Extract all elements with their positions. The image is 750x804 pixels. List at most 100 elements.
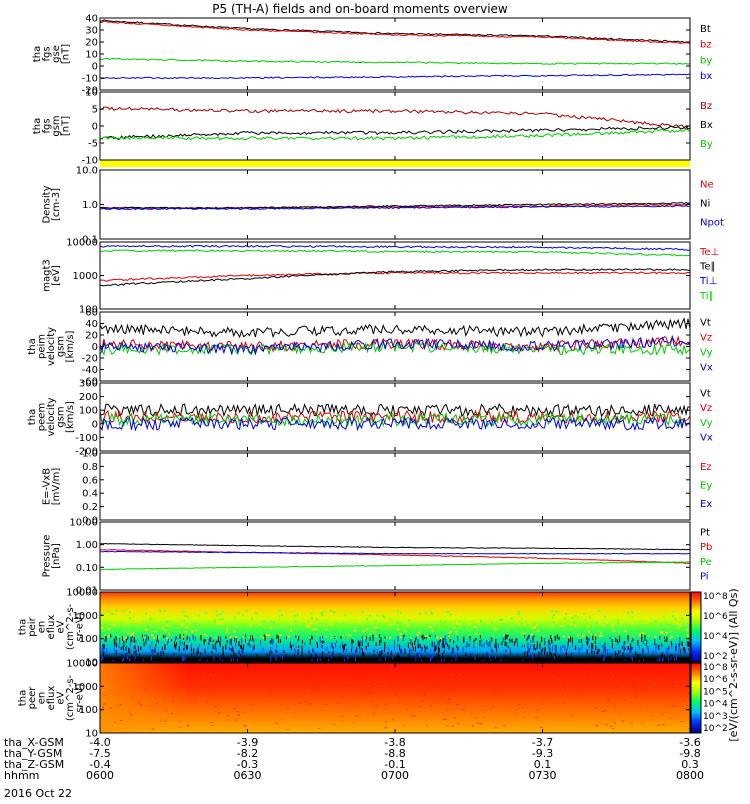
spectrogram-speck	[596, 650, 598, 655]
ytick-label: 0.10	[76, 563, 98, 574]
legend-pressure-2: Pe	[700, 557, 712, 568]
spectrogram-speck	[248, 643, 249, 646]
spectrogram-speck	[359, 640, 361, 646]
spectrogram-speck	[599, 632, 602, 635]
spectrogram-speck	[634, 695, 637, 697]
spectrogram-speck	[491, 635, 493, 642]
spectrogram-speck	[642, 631, 645, 634]
legend-peem_velocity-0: Vt	[700, 388, 711, 399]
ytick-label: -200	[75, 447, 98, 458]
spectrogram-speck	[178, 630, 181, 633]
spectrogram-speck	[528, 648, 529, 653]
ytick-label: 10000	[66, 659, 98, 670]
spectrogram-speck	[418, 706, 421, 708]
spectrogram-speck	[442, 638, 444, 644]
spectrogram-speck	[368, 632, 371, 635]
spectrogram-speck	[384, 726, 387, 728]
spectrogram-speck	[439, 638, 441, 642]
spectrogram-speck	[488, 622, 491, 625]
spectrogram-speck	[416, 634, 419, 637]
spectrogram-speck	[222, 617, 225, 620]
spectrogram-speck	[523, 623, 526, 626]
spectrogram-speck	[567, 688, 570, 690]
ytick-label: 100	[79, 634, 98, 645]
spectrogram-speck	[606, 698, 609, 700]
ephemeris-row-label: tha_Z-GSM	[4, 758, 64, 771]
spectrogram-speck	[496, 648, 498, 652]
spectrogram-speck	[574, 624, 577, 627]
spectrogram-speck	[293, 627, 296, 630]
spectrogram-speck	[625, 647, 626, 650]
spectrogram-speck	[269, 627, 272, 630]
spectrogram-speck	[469, 639, 471, 643]
plot-title: P5 (TH-A) fields and on-board moments ov…	[212, 2, 508, 16]
spectrogram-speck	[114, 647, 115, 651]
spectrogram-speck	[601, 711, 604, 713]
spectrogram-speck	[165, 612, 167, 615]
spectrogram-speck	[311, 658, 313, 664]
spectrogram-speck	[355, 649, 356, 655]
spectrogram-speck	[186, 645, 188, 650]
spectrogram-speck	[166, 624, 169, 627]
spectrogram-speck	[125, 646, 127, 651]
spectrogram-speck	[499, 612, 502, 614]
spectrogram-speck	[200, 627, 203, 629]
spectrogram-speck	[516, 638, 518, 641]
ylabel-peer_spectrogram: sr-eV)	[75, 683, 86, 712]
spectrogram-speck	[104, 695, 107, 697]
legend-temperature-3: Ti∥	[699, 291, 714, 302]
spectrogram-speck	[178, 646, 180, 651]
spectrogram-speck	[603, 649, 605, 654]
spectrogram-speck	[130, 611, 133, 614]
spectrogram-speck	[372, 631, 375, 633]
spectrogram-speck	[447, 632, 450, 635]
spectrogram-speck	[418, 631, 421, 634]
spectrogram-speck	[355, 685, 358, 687]
spectrogram-speck	[166, 637, 169, 640]
spectrogram-speck	[304, 701, 306, 703]
spectrogram-speck	[452, 648, 454, 654]
ytick-label: 0.1	[82, 235, 98, 246]
spectrogram-speck	[339, 630, 342, 632]
spectrogram-speck	[449, 638, 451, 642]
spectrogram-speck	[262, 694, 265, 696]
spectrogram-speck	[424, 647, 426, 653]
spectrogram-speck	[679, 657, 681, 661]
spectrogram-speck	[410, 639, 412, 642]
spectrogram-speck	[651, 715, 654, 717]
spectrogram-speck	[505, 694, 508, 695]
ephemeris-value: -8.2	[237, 747, 258, 760]
ytick-label: -5	[88, 139, 98, 150]
spectrogram-speck	[203, 639, 205, 645]
spectrogram-speck	[123, 648, 125, 651]
spectrogram-speck	[601, 634, 604, 637]
spectrogram-speck	[551, 616, 554, 619]
spectrogram-speck	[233, 630, 236, 633]
spectrogram-speck	[397, 628, 399, 631]
ylabel-temperature: [eV]	[51, 265, 62, 286]
spectrogram-speck	[524, 634, 526, 638]
spectrogram-speck	[167, 632, 170, 635]
spectrogram-speck	[162, 650, 164, 654]
spectrogram-speck	[471, 725, 474, 727]
spectrogram-speck	[129, 658, 131, 662]
spectrogram-speck	[363, 652, 365, 659]
spectrogram-speck	[642, 624, 645, 627]
ylabel-peem_velocity: [km/s]	[65, 401, 76, 433]
legend-temperature-1: Te∥	[699, 262, 716, 273]
ylabel-peem_velocity: tha	[27, 409, 38, 425]
spectrogram-speck	[562, 611, 565, 614]
spectrogram-speck	[486, 640, 488, 645]
spectrogram-speck	[528, 621, 531, 624]
spectrogram-speck	[629, 650, 631, 654]
spectrogram-speck	[621, 618, 623, 621]
spectrogram-speck	[591, 655, 593, 659]
spectrogram-speck	[417, 639, 419, 644]
spectrogram-speck	[647, 646, 649, 650]
spectrogram-speck	[420, 647, 422, 653]
spectrogram-speck	[146, 634, 147, 640]
spectrogram-speck	[659, 635, 661, 640]
spectrogram-speck	[186, 616, 189, 619]
spectrogram-speck	[560, 625, 563, 628]
spectrogram-speck	[394, 645, 395, 650]
